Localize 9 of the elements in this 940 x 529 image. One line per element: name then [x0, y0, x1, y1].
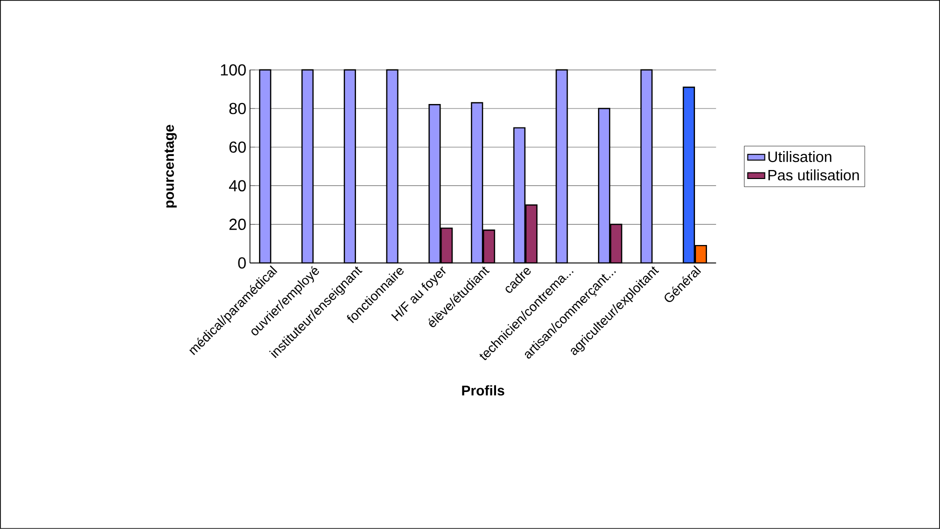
legend-label: Pas utilisation [768, 169, 859, 180]
y-tick-label: 100 [220, 64, 246, 76]
x-axis-title: Profils [462, 385, 504, 396]
y-axis-title: pourcentage [164, 124, 177, 208]
y-tick-label: 80 [229, 102, 246, 114]
y-tick-label: 20 [229, 218, 246, 230]
legend-label: Utilisation [768, 151, 832, 162]
y-tick-label: 40 [229, 180, 246, 192]
y-tick-label: 60 [229, 142, 246, 153]
